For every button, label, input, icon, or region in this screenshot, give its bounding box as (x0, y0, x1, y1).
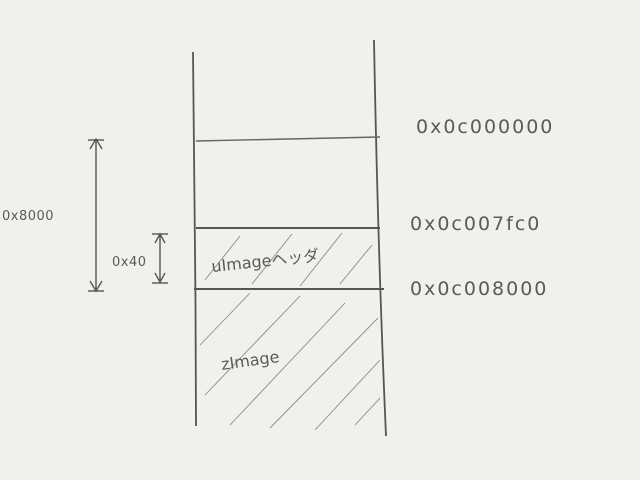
zimage-label: zImage (220, 347, 281, 374)
header-size-dimension-label: 0x40 (112, 255, 147, 270)
uimage-header-label: uImageヘッダ (210, 246, 320, 276)
header-hatching (204, 232, 373, 287)
address-zimage-start: 0x0c008000 (410, 278, 548, 300)
column-right-wall (373, 39, 387, 437)
offset-dimension-label: 0x8000 (2, 209, 54, 224)
boundary-top (195, 136, 381, 142)
offset-dimension-arrow (88, 137, 104, 293)
zimage-hatching (199, 292, 380, 430)
column-left-wall (192, 51, 197, 427)
address-top: 0x0c000000 (416, 116, 554, 138)
address-header-start: 0x0c007fc0 (410, 213, 541, 235)
header-size-dimension-arrow (152, 232, 168, 284)
